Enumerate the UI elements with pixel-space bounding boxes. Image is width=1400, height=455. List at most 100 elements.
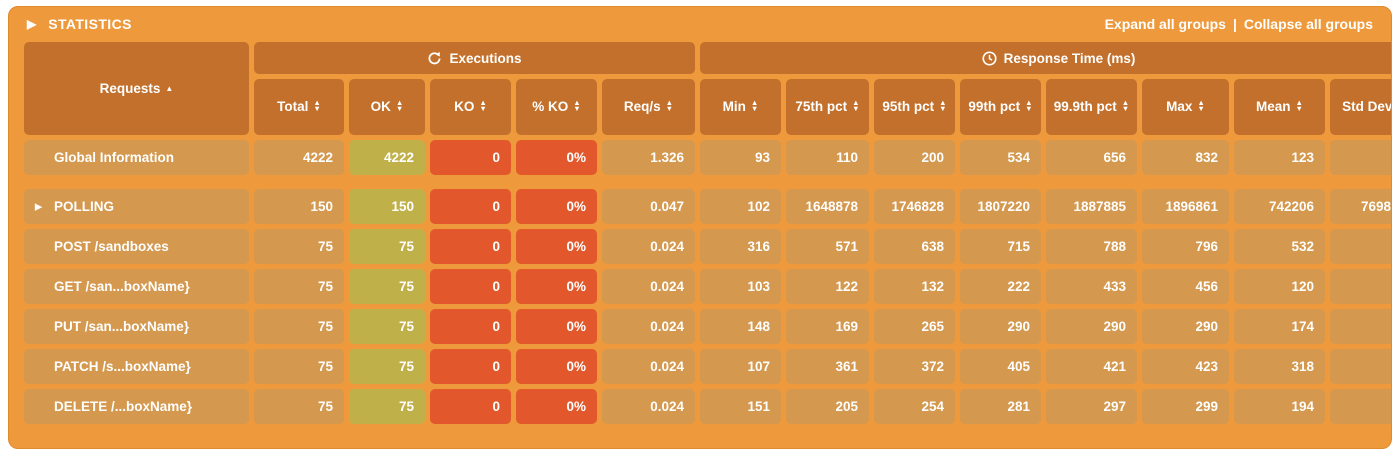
- request-name-cell[interactable]: PUT /san...boxName}: [24, 309, 249, 344]
- col-header-75th-pct[interactable]: 75th pct ▲ ▼: [786, 79, 869, 135]
- statistics-table: Requests ▲ Executions Response Time (ms) …: [19, 37, 1391, 429]
- table-row-global: Global Information 4222 4222 0 0% 1.326 …: [24, 140, 1391, 175]
- request-name-cell[interactable]: DELETE /...boxName}: [24, 389, 249, 424]
- pct99-cell: 281: [960, 389, 1041, 424]
- pct75-cell: 361: [786, 349, 869, 384]
- ko-cell: 0: [430, 269, 511, 304]
- reqs-cell: 0.024: [602, 309, 695, 344]
- pct-ko-cell: 0%: [516, 349, 597, 384]
- mean-cell: 123: [1234, 140, 1325, 175]
- pct-ko-cell: 0%: [516, 189, 597, 224]
- ko-cell: 0: [430, 349, 511, 384]
- request-name-cell[interactable]: POST /sandboxes: [24, 229, 249, 264]
- pct-ko-cell: 0%: [516, 269, 597, 304]
- col-header-999th-pct[interactable]: 99.9th pct ▲ ▼: [1046, 79, 1137, 135]
- mean-cell: 742206: [1234, 189, 1325, 224]
- request-name-cell[interactable]: ▶ POLLING: [24, 189, 249, 224]
- statistics-header-bar: ▶ STATISTICS Expand all groups | Collaps…: [9, 7, 1391, 37]
- total-cell: 75: [254, 309, 344, 344]
- pct75-cell: 110: [786, 140, 869, 175]
- pct-ko-cell: 0%: [516, 140, 597, 175]
- statistics-panel: ▶ STATISTICS Expand all groups | Collaps…: [8, 6, 1392, 449]
- pct-ko-cell: 0%: [516, 229, 597, 264]
- stddev-cell: 36: [1330, 309, 1391, 344]
- table-row-get-sandbox: GET /san...boxName} 75 75 0 0% 0.024 103…: [24, 269, 1391, 304]
- pct999-cell: 290: [1046, 309, 1137, 344]
- ok-cell: 75: [349, 349, 425, 384]
- col-header-mean[interactable]: Mean ▲ ▼: [1234, 79, 1325, 135]
- table-row-post-sandboxes: POST /sandboxes 75 75 0 0% 0.024 316 571…: [24, 229, 1391, 264]
- pct-ko-cell: 0%: [516, 389, 597, 424]
- reqs-cell: 1.326: [602, 140, 695, 175]
- sort-icon: ▲ ▼: [939, 98, 947, 114]
- max-cell: 423: [1142, 349, 1229, 384]
- max-cell: 290: [1142, 309, 1229, 344]
- ko-cell: 0: [430, 229, 511, 264]
- table-row-patch-sandbox: PATCH /s...boxName} 75 75 0 0% 0.024 107…: [24, 349, 1391, 384]
- mean-cell: 194: [1234, 389, 1325, 424]
- pct99-cell: 405: [960, 349, 1041, 384]
- min-cell: 148: [700, 309, 781, 344]
- ko-cell: 0: [430, 189, 511, 224]
- max-cell: 1896861: [1142, 189, 1229, 224]
- expand-all-groups-link[interactable]: Expand all groups: [1104, 16, 1226, 32]
- panel-toggle[interactable]: ▶ STATISTICS: [27, 16, 132, 32]
- reqs-cell: 0.024: [602, 349, 695, 384]
- request-name-cell[interactable]: Global Information: [24, 140, 249, 175]
- sort-icon: ▲ ▼: [1025, 98, 1033, 114]
- mean-cell: 318: [1234, 349, 1325, 384]
- reqs-cell: 0.024: [602, 269, 695, 304]
- group-controls: Expand all groups | Collapse all groups: [1105, 16, 1373, 32]
- pct999-cell: 297: [1046, 389, 1137, 424]
- ko-cell: 0: [430, 140, 511, 175]
- pct999-cell: 421: [1046, 349, 1137, 384]
- refresh-icon: [429, 51, 441, 64]
- col-header-requests[interactable]: Requests ▲: [24, 42, 249, 135]
- mean-cell: 174: [1234, 309, 1325, 344]
- pct75-cell: 169: [786, 309, 869, 344]
- pct75-cell: 122: [786, 269, 869, 304]
- reqs-cell: 0.024: [602, 389, 695, 424]
- request-name-cell[interactable]: PATCH /s...boxName}: [24, 349, 249, 384]
- min-cell: 93: [700, 140, 781, 175]
- max-cell: 832: [1142, 140, 1229, 175]
- pct95-cell: 638: [874, 229, 955, 264]
- total-cell: 75: [254, 349, 344, 384]
- pct99-cell: 1807220: [960, 189, 1041, 224]
- col-header-pct-ko[interactable]: % KO ▲ ▼: [516, 79, 597, 135]
- group-spacer: [24, 180, 1391, 184]
- clock-icon: [982, 50, 997, 66]
- total-cell: 150: [254, 189, 344, 224]
- min-cell: 316: [700, 229, 781, 264]
- ok-cell: 75: [349, 309, 425, 344]
- min-cell: 102: [700, 189, 781, 224]
- pct999-cell: 1887885: [1046, 189, 1137, 224]
- stddev-cell: 28: [1330, 389, 1391, 424]
- pct95-cell: 265: [874, 309, 955, 344]
- col-header-total[interactable]: Total ▲ ▼: [254, 79, 344, 135]
- request-name: POLLING: [54, 199, 114, 214]
- pct999-cell: 433: [1046, 269, 1137, 304]
- col-header-max[interactable]: Max ▲ ▼: [1142, 79, 1229, 135]
- pct99-cell: 715: [960, 229, 1041, 264]
- sort-icon: ▲ ▼: [665, 98, 674, 114]
- total-cell: 75: [254, 269, 344, 304]
- col-header-ko[interactable]: KO ▲ ▼: [430, 79, 511, 135]
- expand-row-icon[interactable]: ▶: [35, 201, 42, 211]
- col-header-ok[interactable]: OK ▲ ▼: [349, 79, 425, 135]
- col-header-99th-pct[interactable]: 99th pct ▲ ▼: [960, 79, 1041, 135]
- col-header-min[interactable]: Min ▲ ▼: [700, 79, 781, 135]
- pct999-cell: 656: [1046, 140, 1137, 175]
- collapse-all-groups-link[interactable]: Collapse all groups: [1243, 16, 1373, 32]
- col-header-std-dev[interactable]: Std Dev▲▼: [1330, 79, 1391, 135]
- pct75-cell: 205: [786, 389, 869, 424]
- statistics-table-wrap: Requests ▲ Executions Response Time (ms) …: [9, 37, 1391, 439]
- request-name-cell[interactable]: GET /san...boxName}: [24, 269, 249, 304]
- sort-icon: ▲ ▼: [313, 98, 321, 114]
- link-separator: |: [1232, 16, 1237, 32]
- total-cell: 75: [254, 389, 344, 424]
- col-header-95th-pct[interactable]: 95th pct ▲ ▼: [874, 79, 955, 135]
- col-header-reqs[interactable]: Req/s ▲ ▼: [602, 79, 695, 135]
- stddev-cell: 40: [1330, 269, 1391, 304]
- total-cell: 75: [254, 229, 344, 264]
